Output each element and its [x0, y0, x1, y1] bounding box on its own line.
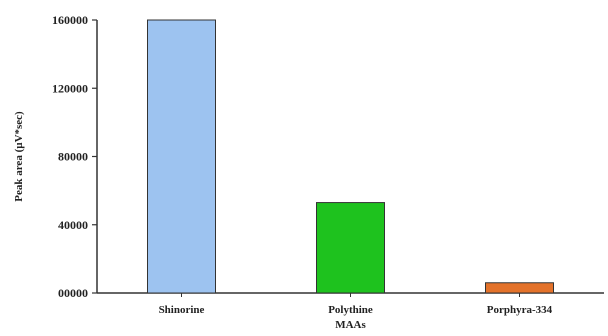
y-axis-ticks: 00000 40000 80000 120000 160000: [52, 13, 97, 300]
x-axis-labels: Shinorine Polythine MAAs Porphyra-334: [159, 293, 553, 331]
y-axis-title: Peak area (µV*sec): [13, 111, 25, 202]
y-tick-label: 120000: [52, 81, 88, 95]
y-tick-label: 80000: [58, 150, 88, 164]
y-tick-label: 40000: [58, 218, 88, 232]
x-category-label: Porphyra-334: [487, 304, 553, 316]
y-tick-label: 160000: [52, 13, 88, 27]
x-category-label: Shinorine: [159, 304, 205, 316]
bar: [316, 202, 385, 294]
bar: [147, 19, 216, 294]
x-category-label: Polythine: [328, 304, 373, 316]
y-tick-label: 00000: [58, 286, 88, 300]
x-category-label: MAAs: [335, 319, 366, 331]
bar: [485, 282, 554, 294]
bars: [147, 19, 554, 294]
